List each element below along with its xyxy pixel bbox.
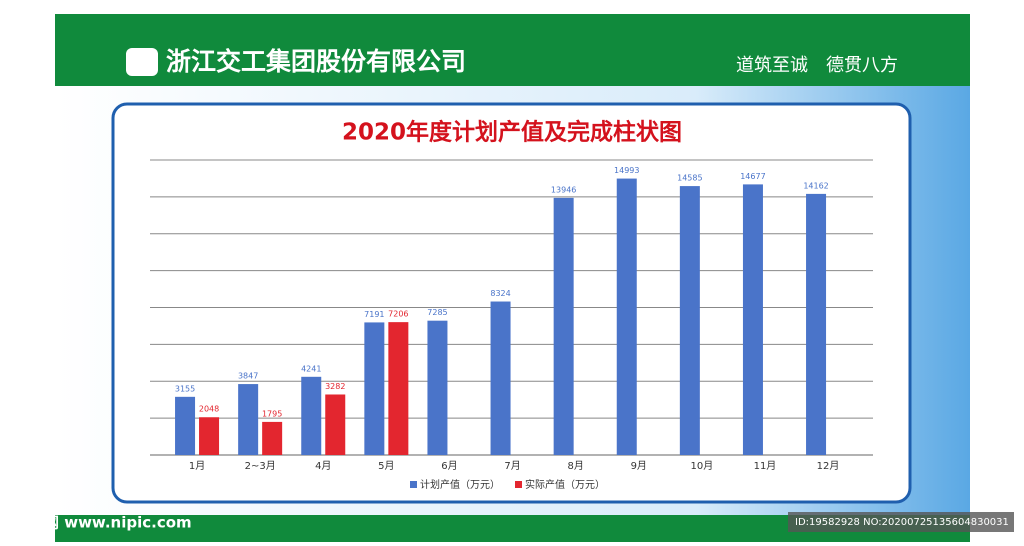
bar [238, 384, 259, 455]
value-label: 3282 [325, 382, 345, 391]
x-tick-label: 5月 [378, 460, 394, 472]
x-tick-label: 11月 [754, 460, 777, 472]
logo [126, 48, 158, 76]
x-tick-label: 12月 [817, 460, 840, 472]
x-tick-label: 1月 [189, 460, 205, 472]
value-label: 8324 [490, 289, 510, 298]
legend-label: 计划产值（万元） [420, 478, 500, 491]
id-box [788, 512, 1014, 532]
value-label: 14993 [614, 166, 639, 175]
value-label: 14677 [740, 172, 765, 181]
bar [427, 320, 448, 455]
value-label: 2048 [199, 405, 219, 414]
value-label: 13946 [551, 185, 576, 194]
bar [199, 417, 220, 455]
bar [388, 322, 409, 455]
slogan: 道筑至诚 德贯八方 [736, 55, 898, 76]
bar [175, 396, 196, 455]
value-label: 7191 [364, 310, 384, 319]
company-name: 浙江交工集团股份有限公司 [166, 47, 466, 76]
chart-panel [111, 102, 912, 504]
legend-swatch [410, 481, 417, 488]
bar [553, 197, 574, 456]
x-tick-label: 6月 [441, 460, 457, 472]
bar [490, 301, 511, 455]
x-tick-label: 2~3月 [245, 460, 276, 472]
value-label: 4241 [301, 364, 321, 373]
bar [616, 178, 637, 455]
header-band [55, 14, 970, 86]
value-label: 3155 [175, 384, 195, 393]
chart: 1月 3155 2048 2~3月 3847 1795 4月 4241 3282 5月 7191 72… [150, 159, 873, 491]
value-label: 3847 [238, 372, 258, 381]
bar [742, 184, 763, 455]
bar [301, 376, 322, 455]
bar [262, 421, 283, 455]
bar [679, 186, 700, 456]
watermark: 昵图网 www.nipic.com [14, 514, 192, 532]
legend-label: 实际产值（万元） [525, 478, 605, 491]
x-tick-label: 4月 [315, 460, 331, 472]
value-label: 7206 [388, 310, 408, 319]
bar [806, 193, 827, 455]
id-text: ID:19582928 NO:20200725135604830031 [795, 517, 1009, 528]
chart-title: 2020年度计划产值及完成柱状图 [342, 119, 682, 146]
value-label: 1795 [262, 409, 282, 418]
value-label: 7285 [427, 308, 447, 317]
bar [325, 394, 346, 455]
x-tick-label: 10月 [690, 460, 713, 472]
x-tick-label: 7月 [504, 460, 520, 472]
value-label: 14162 [803, 181, 828, 190]
value-label: 14585 [677, 174, 702, 183]
legend-swatch [515, 481, 522, 488]
x-tick-label: 8月 [567, 460, 583, 472]
x-tick-label: 9月 [631, 460, 647, 472]
bar [364, 322, 385, 455]
